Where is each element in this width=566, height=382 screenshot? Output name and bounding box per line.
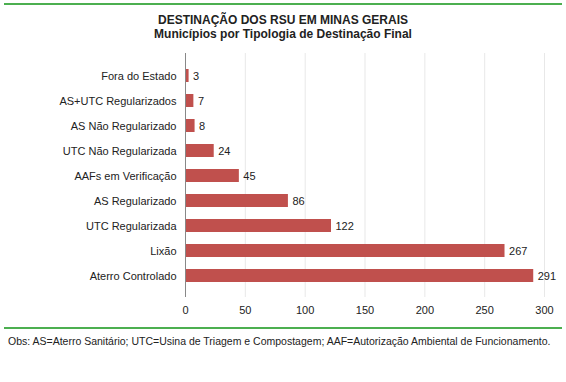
svg-text:UTC Não Regularizada: UTC Não Regularizada xyxy=(63,145,178,157)
svg-text:100: 100 xyxy=(296,304,314,316)
svg-text:45: 45 xyxy=(243,170,255,182)
svg-text:AAFs em Verificação: AAFs em Verificação xyxy=(74,170,176,182)
svg-text:267: 267 xyxy=(509,245,527,257)
svg-text:200: 200 xyxy=(416,304,434,316)
svg-text:Lixão: Lixão xyxy=(150,245,176,257)
svg-text:0: 0 xyxy=(182,304,188,316)
svg-text:122: 122 xyxy=(335,220,353,232)
svg-text:24: 24 xyxy=(218,145,230,157)
svg-text:Aterro Controlado: Aterro Controlado xyxy=(90,270,177,282)
svg-text:3: 3 xyxy=(193,70,199,82)
svg-text:7: 7 xyxy=(198,95,204,107)
svg-text:AS Não Regularizado: AS Não Regularizado xyxy=(71,120,177,132)
svg-text:50: 50 xyxy=(239,304,251,316)
svg-text:Fora do Estado: Fora do Estado xyxy=(101,70,176,82)
svg-text:300: 300 xyxy=(535,304,553,316)
html-text:Municípios por Tipologia de De: Municípios por Tipologia de Destinação F… xyxy=(154,27,412,41)
svg-text:86: 86 xyxy=(292,195,304,207)
svg-text:UTC Regularizada: UTC Regularizada xyxy=(86,220,177,232)
svg-text:AS Regularizado: AS Regularizado xyxy=(94,195,177,207)
svg-text:250: 250 xyxy=(475,304,493,316)
svg-text:291: 291 xyxy=(538,270,556,282)
svg-text:8: 8 xyxy=(199,120,205,132)
svg-text:AS+UTC Regularizados: AS+UTC Regularizados xyxy=(59,95,177,107)
html-text:DESTINAÇÃO DOS RSU EM MINAS GE: DESTINAÇÃO DOS RSU EM MINAS GERAIS xyxy=(158,13,408,27)
html-text:Obs: AS=Aterro Sanitário; UTC=: Obs: AS=Aterro Sanitário; UTC=Usina de T… xyxy=(8,335,551,347)
svg-text:150: 150 xyxy=(356,304,374,316)
